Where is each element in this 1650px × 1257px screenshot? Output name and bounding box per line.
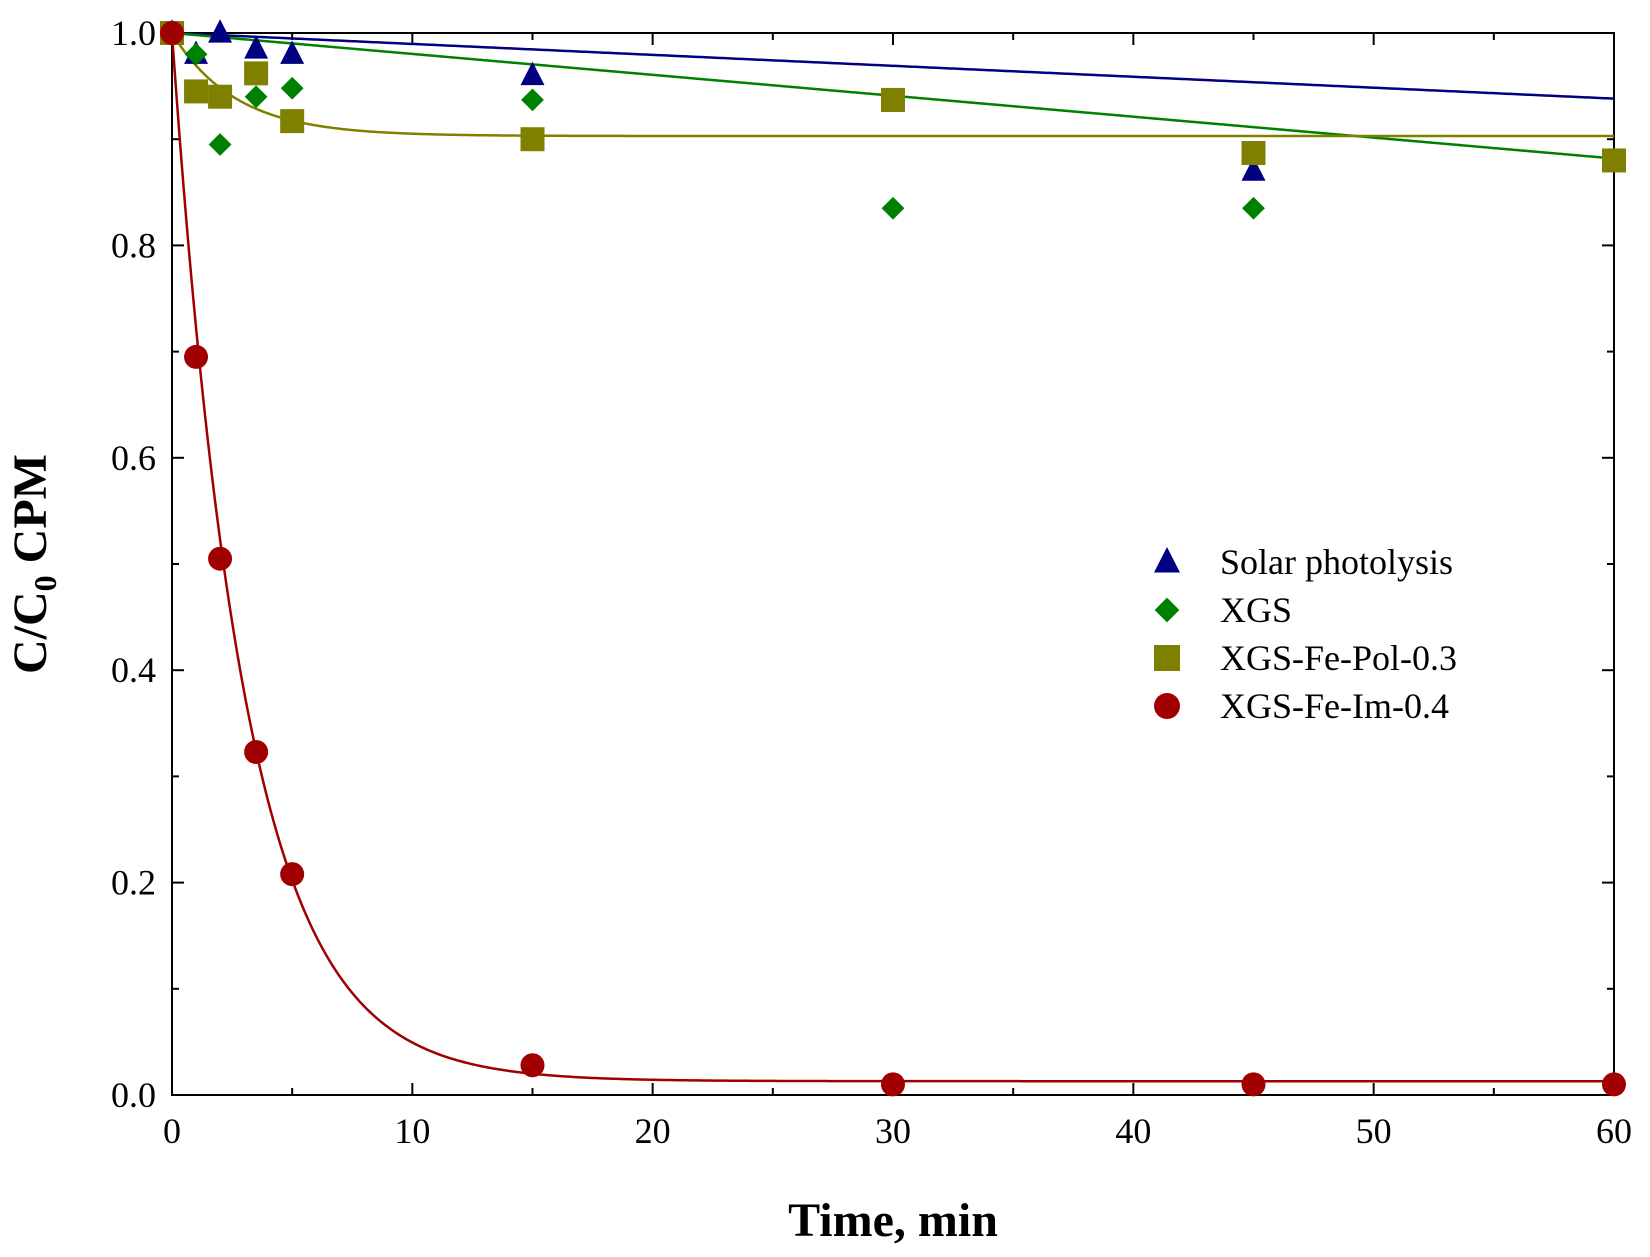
data-point (1602, 148, 1626, 173)
y-tick-label: 1.0 (111, 13, 156, 53)
fit-line (171, 31, 1615, 100)
y-tick-label: 0.8 (111, 225, 156, 265)
legend-label: XGS-Fe-Im-0.4 (1220, 686, 1449, 726)
data-point (244, 35, 269, 59)
data-point (1241, 1072, 1266, 1097)
data-point (1242, 196, 1265, 220)
data-point (520, 61, 545, 86)
x-axis-title: Time, min (788, 1194, 998, 1247)
data-point (520, 1053, 545, 1078)
data-point (1154, 597, 1180, 623)
data-point (208, 84, 233, 109)
data-point (160, 21, 184, 45)
x-tick-label: 40 (1115, 1111, 1151, 1151)
data-point (208, 133, 232, 156)
data-point (881, 1072, 905, 1097)
y-tick-label: 0.6 (111, 438, 156, 478)
y-axis-title-subscript: 0 (27, 575, 63, 591)
data-point (881, 87, 905, 112)
data-point (244, 739, 269, 764)
data-point (520, 127, 545, 152)
data-point (1602, 1072, 1626, 1097)
data-point (881, 196, 905, 220)
y-axis-title: C/C0 CPM (4, 454, 63, 674)
y-axis-title-main: C/C (4, 591, 57, 674)
legend-label: Solar photolysis (1220, 542, 1453, 582)
fit-line (170, 32, 1614, 138)
x-tick-label: 10 (394, 1111, 430, 1151)
x-tick-label: 60 (1596, 1111, 1632, 1151)
data-point (208, 546, 233, 571)
data-point (184, 79, 209, 104)
data-point (1154, 693, 1180, 719)
x-tick-labels: 0 10 20 30 40 50 60 (163, 1111, 1632, 1151)
data-point (244, 85, 268, 109)
data-point (184, 344, 209, 369)
data-point (1154, 547, 1180, 573)
legend: Solar photolysis XGS XGS-Fe-Pol-0.3 XGS-Fe-… (1154, 542, 1457, 726)
x-tick-label: 30 (875, 1111, 911, 1151)
data-point (184, 42, 208, 66)
data-point (208, 19, 233, 43)
y-tick-label: 0.2 (111, 863, 156, 903)
data-markers (160, 19, 1626, 1097)
data-point (280, 76, 304, 100)
data-point (521, 88, 544, 112)
x-tick-label: 20 (635, 1111, 671, 1151)
x-tick-label: 50 (1356, 1111, 1392, 1151)
y-axis-title-tail: CPM (4, 454, 57, 575)
data-point (1241, 157, 1266, 181)
data-point (280, 109, 305, 134)
data-point (1154, 645, 1180, 671)
legend-label: XGS-Fe-Pol-0.3 (1220, 638, 1457, 678)
y-tick-label: 0.4 (111, 650, 156, 690)
data-point (280, 40, 305, 64)
y-tick-label: 0.0 (111, 1075, 156, 1115)
x-tick-label: 0 (163, 1111, 181, 1151)
data-point (244, 61, 269, 86)
data-point (1241, 141, 1266, 166)
legend-label: XGS (1220, 590, 1292, 630)
y-tick-labels: 0.0 0.2 0.4 0.6 0.8 1.0 (111, 13, 156, 1115)
data-point (280, 862, 305, 887)
